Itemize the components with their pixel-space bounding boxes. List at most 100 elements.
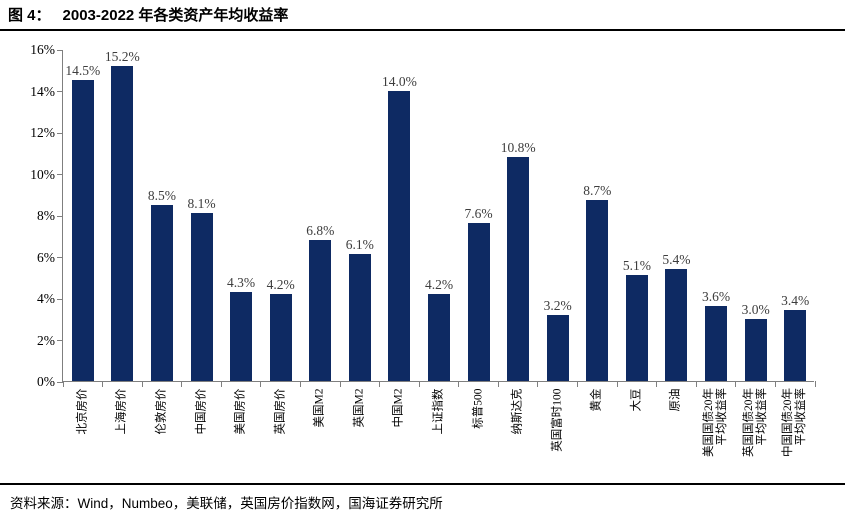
x-axis-tick [537,381,539,387]
bar [150,204,173,381]
bar-value-label: 14.0% [381,73,417,89]
bar-value-label: 3.6% [701,289,731,305]
x-axis-label: 上证指数 [432,388,445,434]
bar-value-label: 6.1% [345,237,374,253]
source-note: 资料来源：Wind，Numbeo，美联储，英国房价指数网，国海证券研究所 [10,496,443,511]
bar [586,200,609,381]
y-axis-tick-label: 16% [30,42,55,57]
figure-title: 2003-2022 年各类资产年均收益率 [62,7,289,24]
x-axis-label: 英国富时100 [551,388,564,452]
x-axis-tick [220,381,222,387]
y-axis-tick [57,174,63,175]
x-axis-label: 中国国债20年 平均收益率 [782,388,808,457]
x-axis-tick [814,381,816,387]
x-axis-tick [299,381,301,387]
bar-value-label: 4.2% [266,276,295,292]
x-axis-label: 英国房价 [274,388,287,434]
y-axis-tick [57,340,63,341]
bar [388,90,411,381]
bar-value-label: 8.7% [583,183,612,199]
x-axis-tick [497,381,499,387]
x-axis-tick [418,381,420,387]
y-axis-tick-label: 8% [37,208,55,223]
bar-value-label: 10.8% [500,139,536,155]
y-axis-tick [57,298,63,300]
x-axis-label: 英国国债20年 平均收益率 [742,388,768,457]
x-axis-label: 美国国债20年 平均收益率 [703,388,729,457]
x-axis-tick [577,381,579,387]
y-axis-tick [57,49,63,51]
bar-value-label: 7.6% [464,206,493,222]
source-row: 资料来源：Wind，Numbeo，美联储，英国房价指数网，国海证券研究所 [0,483,845,512]
x-axis-tick [339,381,341,387]
bar-value-label: 15.2% [104,48,140,64]
bar [507,156,530,381]
bar [705,306,728,381]
bar [269,293,292,381]
y-axis-tick-label: 14% [30,83,55,99]
x-axis-tick [774,381,776,387]
figure-title-row: 图 4： 2003-2022 年各类资产年均收益率 [0,0,845,31]
bar-value-label: 8.5% [147,187,176,203]
y-axis-tick [57,91,63,92]
x-axis-tick [656,381,658,387]
bar [665,268,688,381]
y-axis-tick [57,132,63,134]
x-axis-label: 美国M2 [313,388,326,427]
x-axis-label: 北京房价 [76,388,89,434]
bar [230,291,253,381]
x-axis-tick [735,381,737,387]
x-axis-tick [181,381,183,387]
bar [190,212,213,381]
bar [309,239,332,381]
bar [111,65,134,381]
x-axis-tick [141,381,143,387]
bar-value-label: 3.0% [741,301,770,317]
y-axis-tick [57,381,63,383]
bar [784,310,807,381]
y-axis-tick-label: 6% [37,249,55,265]
x-axis-label: 美国房价 [234,388,247,434]
x-axis-label: 伦敦房价 [155,388,168,434]
bar-value-label: 8.1% [187,195,216,211]
x-axis-label: 标普500 [472,388,485,429]
x-axis-label: 黄金 [590,388,603,411]
bar [546,314,569,381]
y-axis-tick-label: 12% [30,125,55,140]
bar-value-label: 5.4% [662,251,691,267]
bar [467,223,490,381]
bar [428,293,450,381]
y-axis-tick-label: 10% [30,166,55,182]
y-axis-tick [57,215,63,217]
plot-area: 0% 2% 4% 6% 8% 10% 12% 14% 16% 14.5% 北京房价 15.2% 上海房价… [30,42,816,457]
y-axis-tick-label: 0% [37,374,55,389]
bar [625,275,648,381]
x-axis-tick [102,381,104,387]
bar-value-label: 4.3% [227,274,256,290]
y-axis-tick [57,257,63,258]
y-axis-tick-label: 2% [37,332,55,348]
bar-value-label: 3.4% [781,293,810,309]
bar [71,80,94,381]
x-axis-label: 原油 [669,388,682,411]
figure-number-label: 图 4： [8,7,51,24]
bar [348,254,371,381]
x-axis-label: 大豆 [630,388,643,411]
x-axis-tick [62,381,64,387]
x-axis-tick [458,381,460,387]
x-axis-label: 纳斯达克 [511,388,524,434]
y-axis-tick-label: 4% [37,291,55,306]
bar-chart: 0% 2% 4% 6% 8% 10% 12% 14% 16% 14.5% 北京房价 15.2% 上海房价… [0,33,845,483]
bar-value-label: 6.8% [306,222,335,238]
bar-value-label: 3.2% [543,297,572,313]
x-axis-tick [616,381,618,387]
x-axis-label: 上海房价 [115,388,128,434]
x-axis-label: 中国房价 [195,388,208,434]
x-axis-tick [695,381,697,387]
bar-value-label: 5.1% [622,258,651,274]
bar-value-label: 14.5% [65,63,101,79]
x-axis-tick [260,381,262,387]
bar [744,318,767,381]
x-axis-tick [379,381,381,387]
bar-value-label: 4.2% [424,276,454,292]
